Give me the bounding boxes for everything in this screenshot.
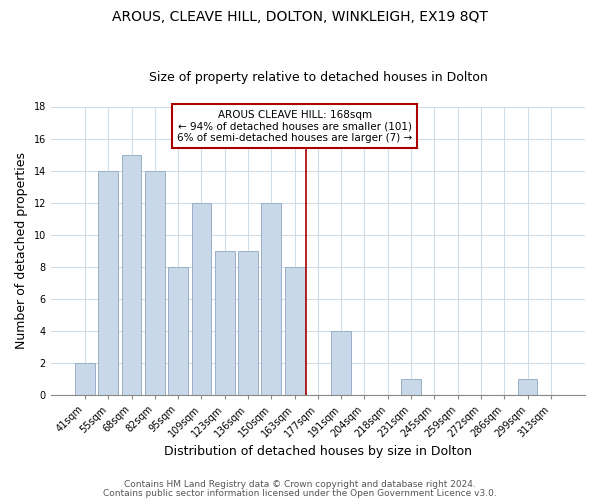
Text: AROUS CLEAVE HILL: 168sqm
← 94% of detached houses are smaller (101)
6% of semi-: AROUS CLEAVE HILL: 168sqm ← 94% of detac… bbox=[177, 110, 412, 143]
Bar bbox=[75, 363, 95, 395]
Bar bbox=[145, 170, 165, 395]
Y-axis label: Number of detached properties: Number of detached properties bbox=[15, 152, 28, 349]
Bar bbox=[122, 154, 142, 395]
Bar bbox=[191, 202, 211, 395]
Bar bbox=[168, 266, 188, 395]
Bar bbox=[518, 379, 538, 395]
Bar bbox=[238, 250, 258, 395]
Bar bbox=[215, 250, 235, 395]
Bar bbox=[285, 266, 305, 395]
Bar bbox=[401, 379, 421, 395]
Bar bbox=[331, 331, 351, 395]
Bar bbox=[98, 170, 118, 395]
Text: Contains public sector information licensed under the Open Government Licence v3: Contains public sector information licen… bbox=[103, 488, 497, 498]
Bar bbox=[262, 202, 281, 395]
Text: AROUS, CLEAVE HILL, DOLTON, WINKLEIGH, EX19 8QT: AROUS, CLEAVE HILL, DOLTON, WINKLEIGH, E… bbox=[112, 10, 488, 24]
Title: Size of property relative to detached houses in Dolton: Size of property relative to detached ho… bbox=[149, 72, 487, 85]
Text: Contains HM Land Registry data © Crown copyright and database right 2024.: Contains HM Land Registry data © Crown c… bbox=[124, 480, 476, 489]
X-axis label: Distribution of detached houses by size in Dolton: Distribution of detached houses by size … bbox=[164, 444, 472, 458]
